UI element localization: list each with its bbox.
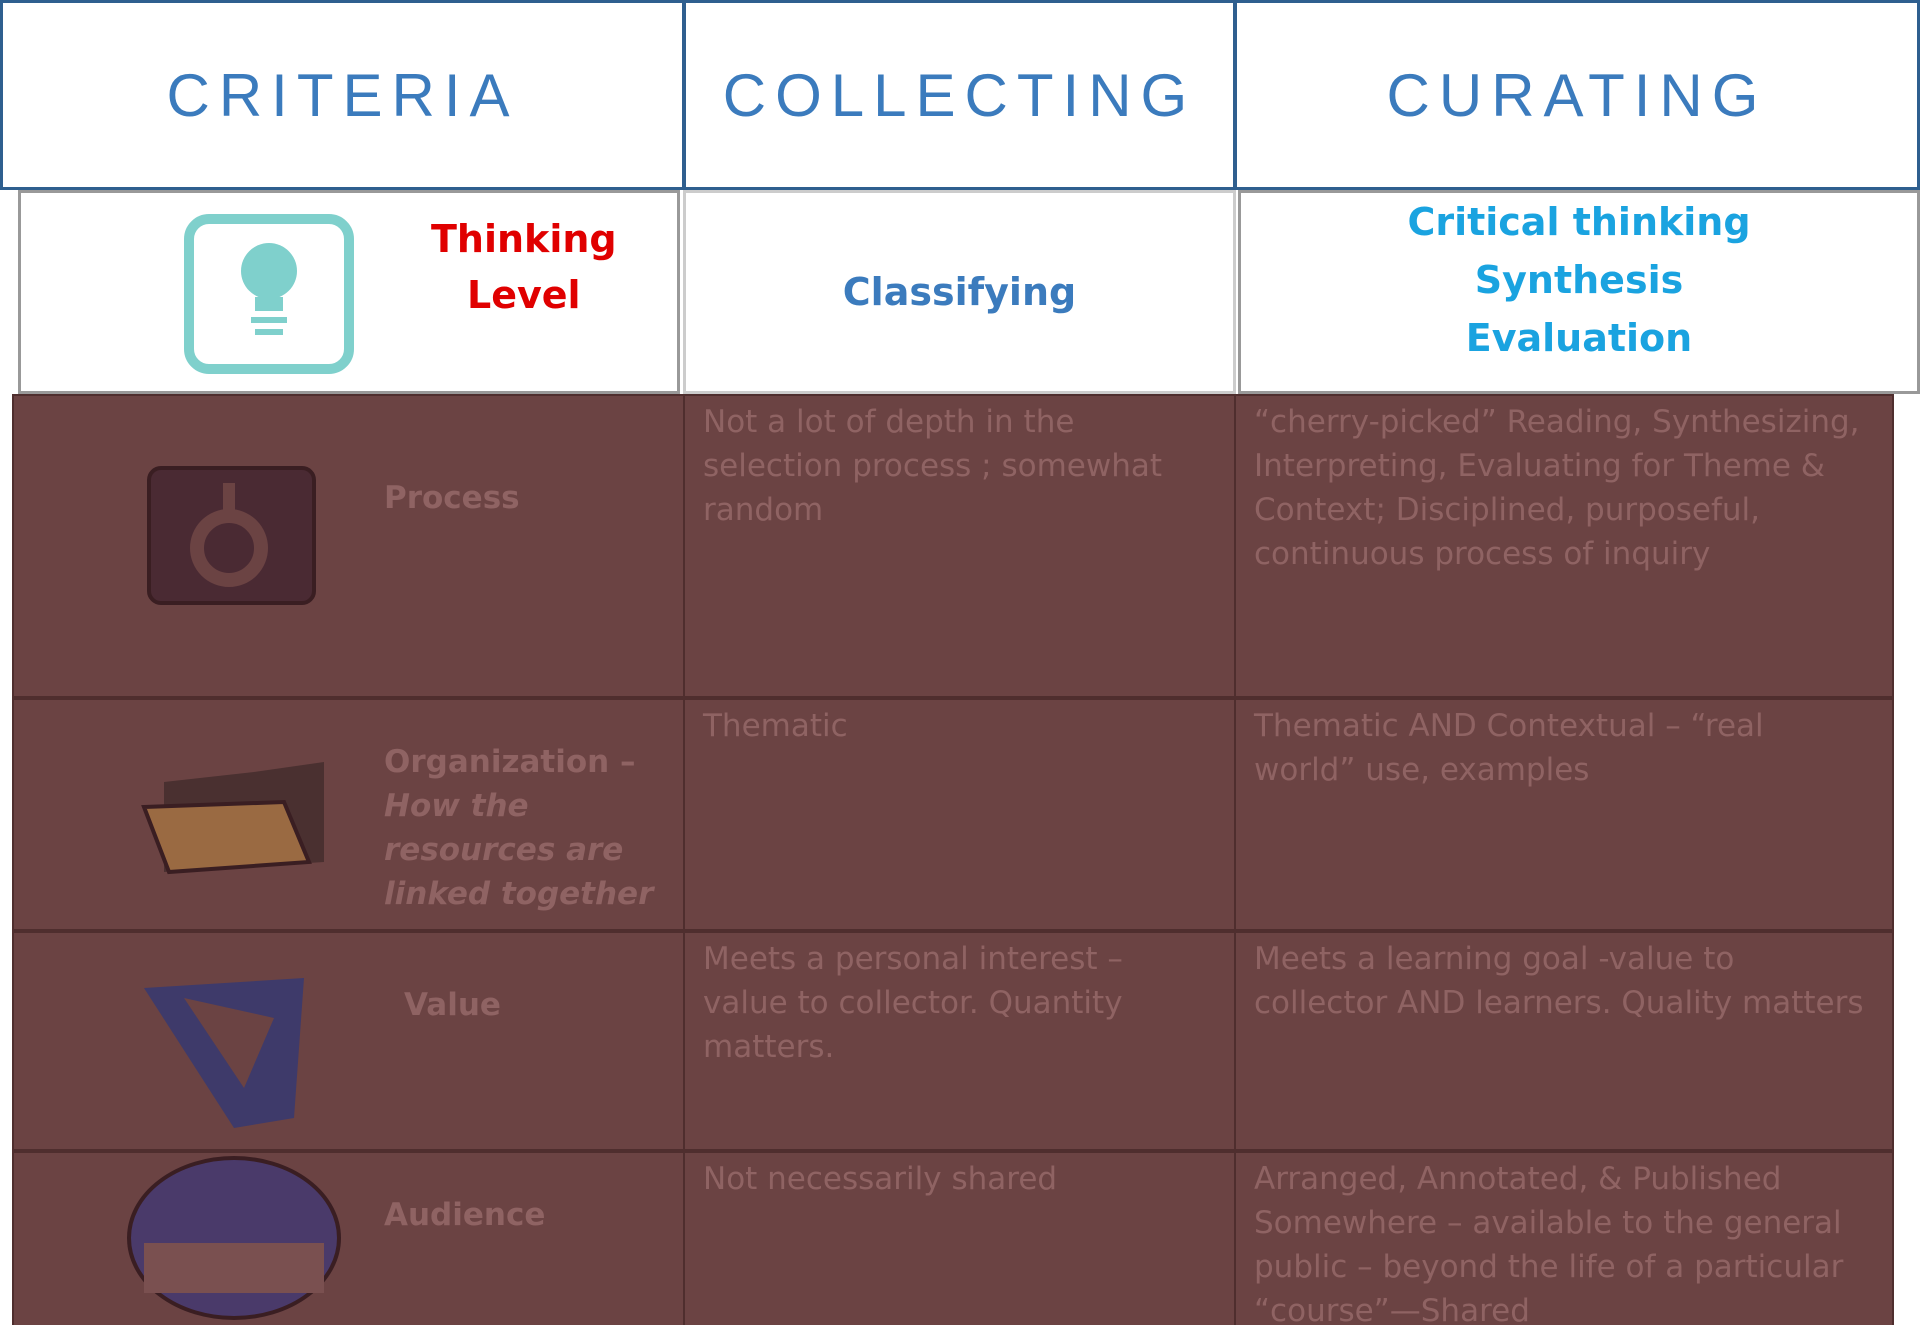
row-label-text: Audience <box>384 1197 546 1233</box>
row-label-text: Value <box>404 987 501 1023</box>
row-label-text: Organization – <box>384 744 636 780</box>
row-icon <box>141 761 324 874</box>
row-label: Value <box>404 983 694 1027</box>
row-label-text: Process <box>384 480 520 516</box>
curating-cell: Meets a learning goal -value to collecto… <box>1234 931 1894 1151</box>
collecting-cell: Not necessarily shared <box>683 1151 1236 1325</box>
thinking-cell: Thinking Level <box>18 190 680 394</box>
classifying-cell: Classifying <box>683 190 1236 394</box>
row-label-note: How the resources are linked together <box>384 788 654 912</box>
row-label: Audience <box>384 1193 674 1237</box>
thinking-label: Thinking Level <box>431 211 617 323</box>
collecting-cell: Thematic <box>683 698 1236 931</box>
row-icon <box>147 466 316 605</box>
collecting-cell: Not a lot of depth in the selection proc… <box>683 394 1236 698</box>
header-cell: COLLECTING <box>683 0 1236 190</box>
curating-cell: Thematic AND Contextual – “real world” u… <box>1234 698 1894 931</box>
label-line: Thinking <box>431 217 617 261</box>
curating-cell: Arranged, Annotated, & Published Somewhe… <box>1234 1151 1894 1325</box>
row-label: Process <box>384 476 674 520</box>
header-cell: CURATING <box>1234 0 1920 190</box>
curating-line: Synthesis <box>1474 258 1684 302</box>
label-cell: Audience <box>12 1151 685 1325</box>
label-line: Level <box>467 273 581 317</box>
curating-line: Evaluation <box>1465 316 1693 360</box>
row-label: Organization – How the resources are link… <box>384 740 674 916</box>
row-icon <box>144 978 304 1128</box>
header-cell: CRITERIA <box>0 0 685 190</box>
label-cell: Value <box>12 931 685 1151</box>
row-icon <box>127 1156 341 1320</box>
label-cell: Organization – How the resources are link… <box>12 698 685 931</box>
label-cell: Process <box>12 394 685 698</box>
bulb-icon <box>184 214 354 374</box>
curating-cell: “cherry-picked” Reading, Synthesizing, I… <box>1234 394 1894 698</box>
curating-line: Critical thinking <box>1407 200 1751 244</box>
curating-cell: Critical thinking Synthesis Evaluation <box>1238 190 1920 394</box>
collecting-cell: Meets a personal interest – value to col… <box>683 931 1236 1151</box>
